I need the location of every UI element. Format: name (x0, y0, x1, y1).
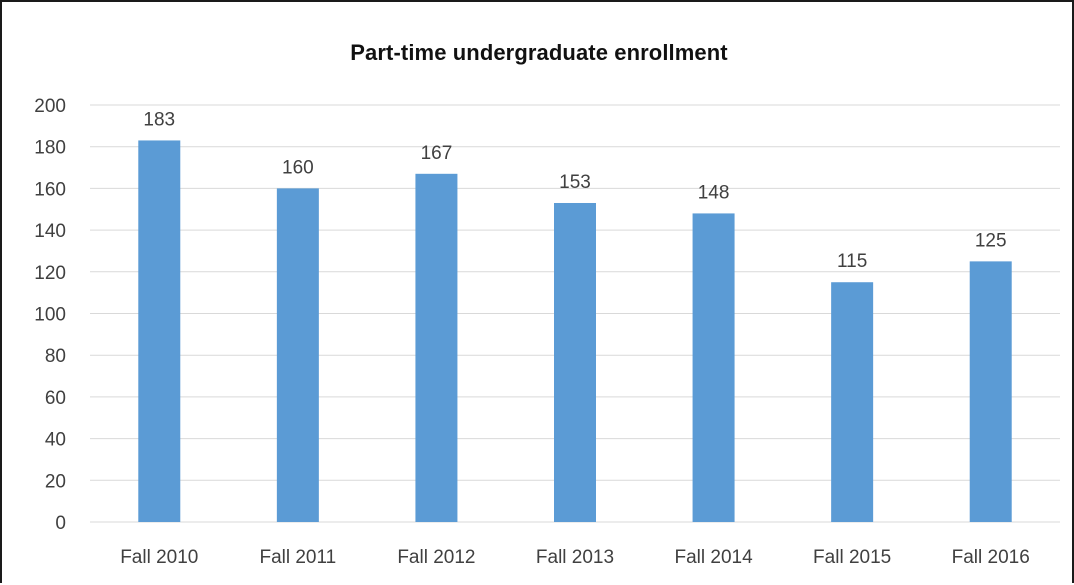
bar-fall-2013 (554, 202, 596, 522)
x-axis-ticks: Fall 2010 Fall 2011 Fall 2012 Fall 2013 Fall… (120, 547, 1030, 568)
y-tick-label: 160 (34, 179, 66, 200)
y-tick-label: 80 (45, 346, 66, 367)
bar-fall-2016 (969, 261, 1012, 522)
y-tick-label: 40 (45, 430, 66, 451)
y-tick-label: 20 (45, 471, 66, 492)
y-tick-label: 180 (34, 138, 66, 159)
bar-fall-2014 (692, 213, 735, 523)
bar-fall-2010 (138, 140, 181, 522)
x-tick-label: Fall 2015 (813, 547, 891, 568)
x-tick-label: Fall 2014 (674, 547, 753, 568)
bars (138, 140, 1012, 523)
x-tick-label: Fall 2010 (120, 547, 198, 568)
x-tick-label: Fall 2012 (397, 547, 475, 568)
y-tick-label: 60 (45, 388, 66, 409)
data-label: 125 (975, 230, 1007, 251)
bar-fall-2012 (415, 173, 458, 522)
data-label: 160 (282, 157, 314, 178)
data-label: 153 (559, 172, 591, 193)
bar-fall-2011 (276, 188, 319, 522)
bar-fall-2015 (831, 282, 874, 522)
y-axis-ticks: 0 20 40 60 80 100 120 140 160 180 200 (34, 96, 66, 534)
x-tick-label: Fall 2016 (952, 547, 1030, 568)
x-tick-label: Fall 2013 (536, 547, 614, 568)
y-tick-label: 140 (34, 221, 66, 242)
data-label: 183 (143, 109, 175, 130)
y-tick-label: 100 (34, 305, 66, 326)
data-label: 148 (698, 182, 730, 203)
data-label: 167 (421, 143, 453, 164)
y-tick-label: 200 (34, 96, 66, 117)
x-tick-label: Fall 2011 (259, 547, 336, 568)
y-tick-label: 0 (55, 513, 66, 534)
data-labels: 183 160 167 153 148 115 125 (143, 109, 1006, 272)
chart-title: Part-time undergraduate enrollment (350, 40, 728, 65)
data-label: 115 (837, 251, 867, 272)
y-tick-label: 120 (34, 263, 66, 284)
